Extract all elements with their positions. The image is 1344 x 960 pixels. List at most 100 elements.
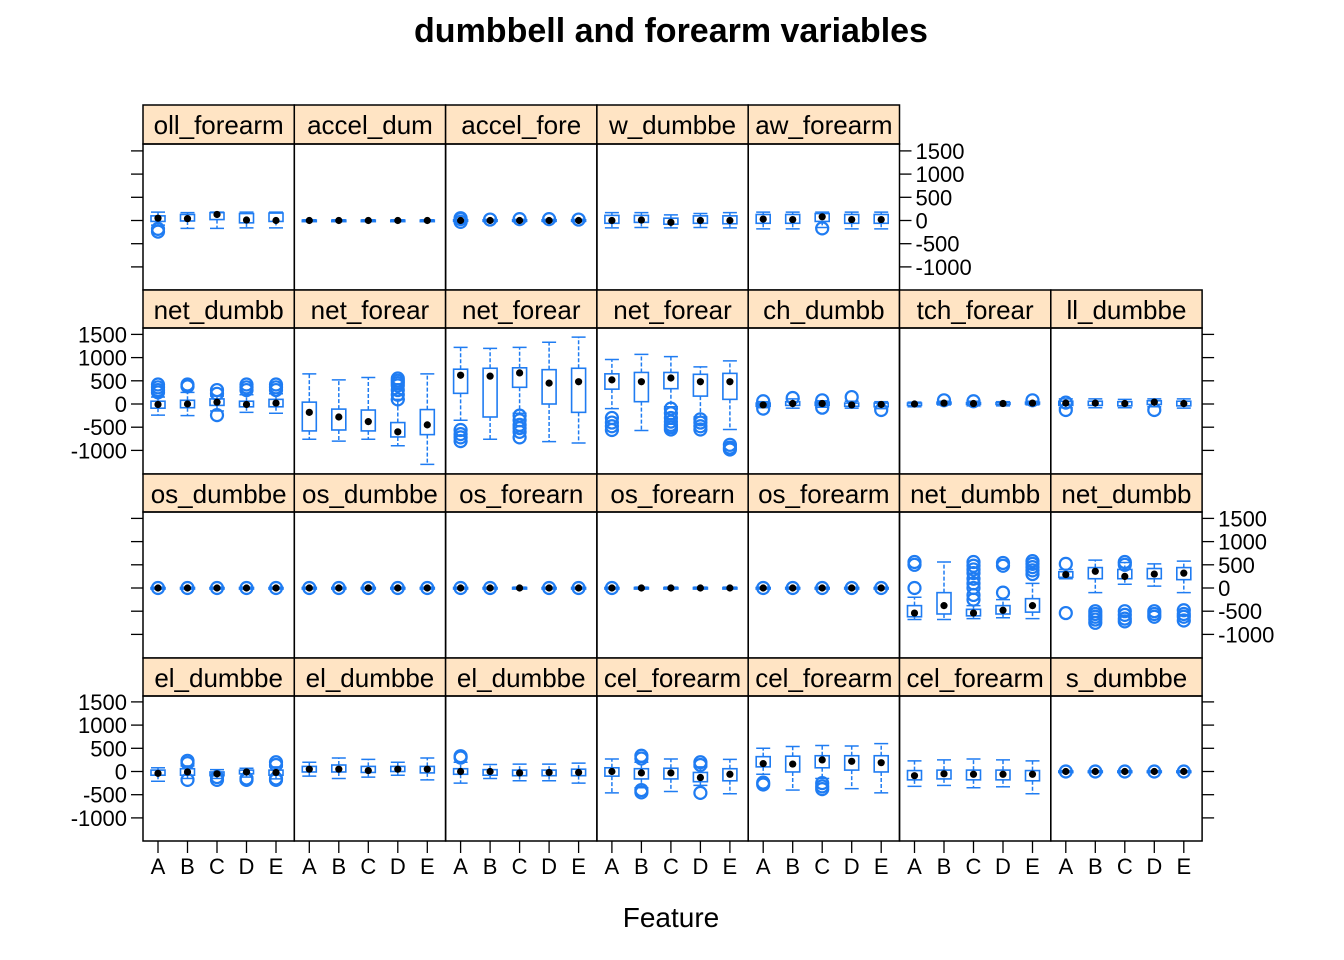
box-C xyxy=(814,393,831,415)
median-dot xyxy=(575,768,583,777)
strip-label: net_forear xyxy=(462,295,581,325)
outlier-point xyxy=(966,580,981,596)
x-axis-label: Feature xyxy=(623,902,720,933)
median-dot xyxy=(608,767,616,776)
strip-bg xyxy=(142,104,296,145)
box-A xyxy=(452,749,469,784)
outlier-point xyxy=(571,580,586,596)
box-D xyxy=(692,212,709,229)
outlier-point xyxy=(453,212,468,227)
outlier-point xyxy=(1088,615,1103,630)
strip-label: os_forearn xyxy=(459,479,583,509)
median-dot xyxy=(877,759,885,767)
outlier-point xyxy=(209,408,225,423)
strip-bg xyxy=(596,289,749,329)
panel-frame xyxy=(1050,695,1203,842)
y-tick-label: 500 xyxy=(90,369,127,394)
median-dot xyxy=(818,756,826,764)
panel-6: net_dumbb xyxy=(142,289,296,475)
median-dot xyxy=(1121,572,1129,581)
median-dot xyxy=(696,584,705,592)
outlier-point xyxy=(634,785,649,800)
strip-label: net_dumbb xyxy=(154,295,284,325)
outlier-point xyxy=(180,753,195,768)
x-tick-label: E xyxy=(269,854,284,879)
box-E xyxy=(268,377,284,415)
box-B xyxy=(1087,764,1104,779)
box-A xyxy=(301,373,318,441)
median-dot xyxy=(457,767,465,776)
box-C xyxy=(663,355,679,437)
median-dot xyxy=(305,584,313,592)
box-iqr xyxy=(389,421,406,438)
outlier-point xyxy=(209,382,225,398)
median-dot xyxy=(637,769,646,777)
x-tick-label: D xyxy=(541,854,557,879)
box-B xyxy=(633,211,650,229)
panel-3: accel_fore xyxy=(444,104,598,291)
box-D xyxy=(238,377,255,414)
median-dot xyxy=(696,378,705,386)
box-iqr xyxy=(1176,566,1192,581)
box-C xyxy=(511,763,528,782)
box-A xyxy=(604,580,620,596)
median-dot xyxy=(394,584,402,592)
outlier-point xyxy=(907,554,922,570)
box-iqr xyxy=(995,769,1011,781)
box-C xyxy=(663,214,679,229)
x-tick-label: A xyxy=(907,854,922,879)
median-dot xyxy=(305,765,313,773)
box-D xyxy=(389,761,406,776)
median-dot xyxy=(999,606,1007,614)
panel-23: cel_forearm xyxy=(596,657,749,842)
boxes xyxy=(604,580,738,596)
y-tick-label: 1000 xyxy=(1218,530,1267,555)
median-dot xyxy=(516,369,524,377)
strip-bg xyxy=(142,657,296,697)
box-C xyxy=(814,744,831,797)
median-dot xyxy=(608,376,616,384)
strip-label: s_dumbbe xyxy=(1066,663,1187,693)
box-E xyxy=(722,758,738,795)
panel-8: net_forear xyxy=(444,289,598,475)
median-dot xyxy=(696,216,705,225)
panel-frame xyxy=(898,695,1052,842)
x-tick-label: D xyxy=(1146,854,1162,879)
strip-label: accel_fore xyxy=(461,110,581,140)
median-dot xyxy=(1028,399,1037,407)
y-tick-label: -500 xyxy=(1218,599,1262,624)
box-A xyxy=(755,394,772,416)
box-C xyxy=(663,584,679,592)
x-tick-label: C xyxy=(512,854,528,879)
box-iqr xyxy=(633,767,650,780)
box-iqr xyxy=(814,754,831,769)
median-dot xyxy=(364,418,372,426)
box-C xyxy=(511,346,528,445)
panel-21: el_dumbbe xyxy=(293,657,447,842)
y-tick-label: 0 xyxy=(1218,576,1230,601)
box-B xyxy=(784,745,801,791)
box-A xyxy=(906,760,923,788)
outlier-point xyxy=(634,748,649,763)
median-dot xyxy=(1150,767,1158,776)
strip-bg xyxy=(898,473,1052,513)
box-D xyxy=(843,745,860,790)
box-A xyxy=(755,580,772,596)
median-dot xyxy=(726,216,734,225)
strip-bg xyxy=(1050,289,1203,329)
outlier-point xyxy=(995,555,1011,571)
outlier-point xyxy=(604,580,620,596)
x-tick-label: E xyxy=(420,854,435,879)
boxes xyxy=(1058,554,1192,630)
box-B xyxy=(330,757,347,780)
median-dot xyxy=(910,772,919,780)
median-dot xyxy=(999,399,1007,408)
outlier-point xyxy=(995,585,1011,600)
panel-22: el_dumbbe xyxy=(444,657,598,842)
strip-label: el_dumbbe xyxy=(154,663,283,693)
strip-bg xyxy=(596,473,749,513)
box-E xyxy=(268,755,284,787)
box-E xyxy=(268,211,284,229)
median-dot xyxy=(848,215,856,224)
y-tick-label: 1000 xyxy=(78,346,127,371)
